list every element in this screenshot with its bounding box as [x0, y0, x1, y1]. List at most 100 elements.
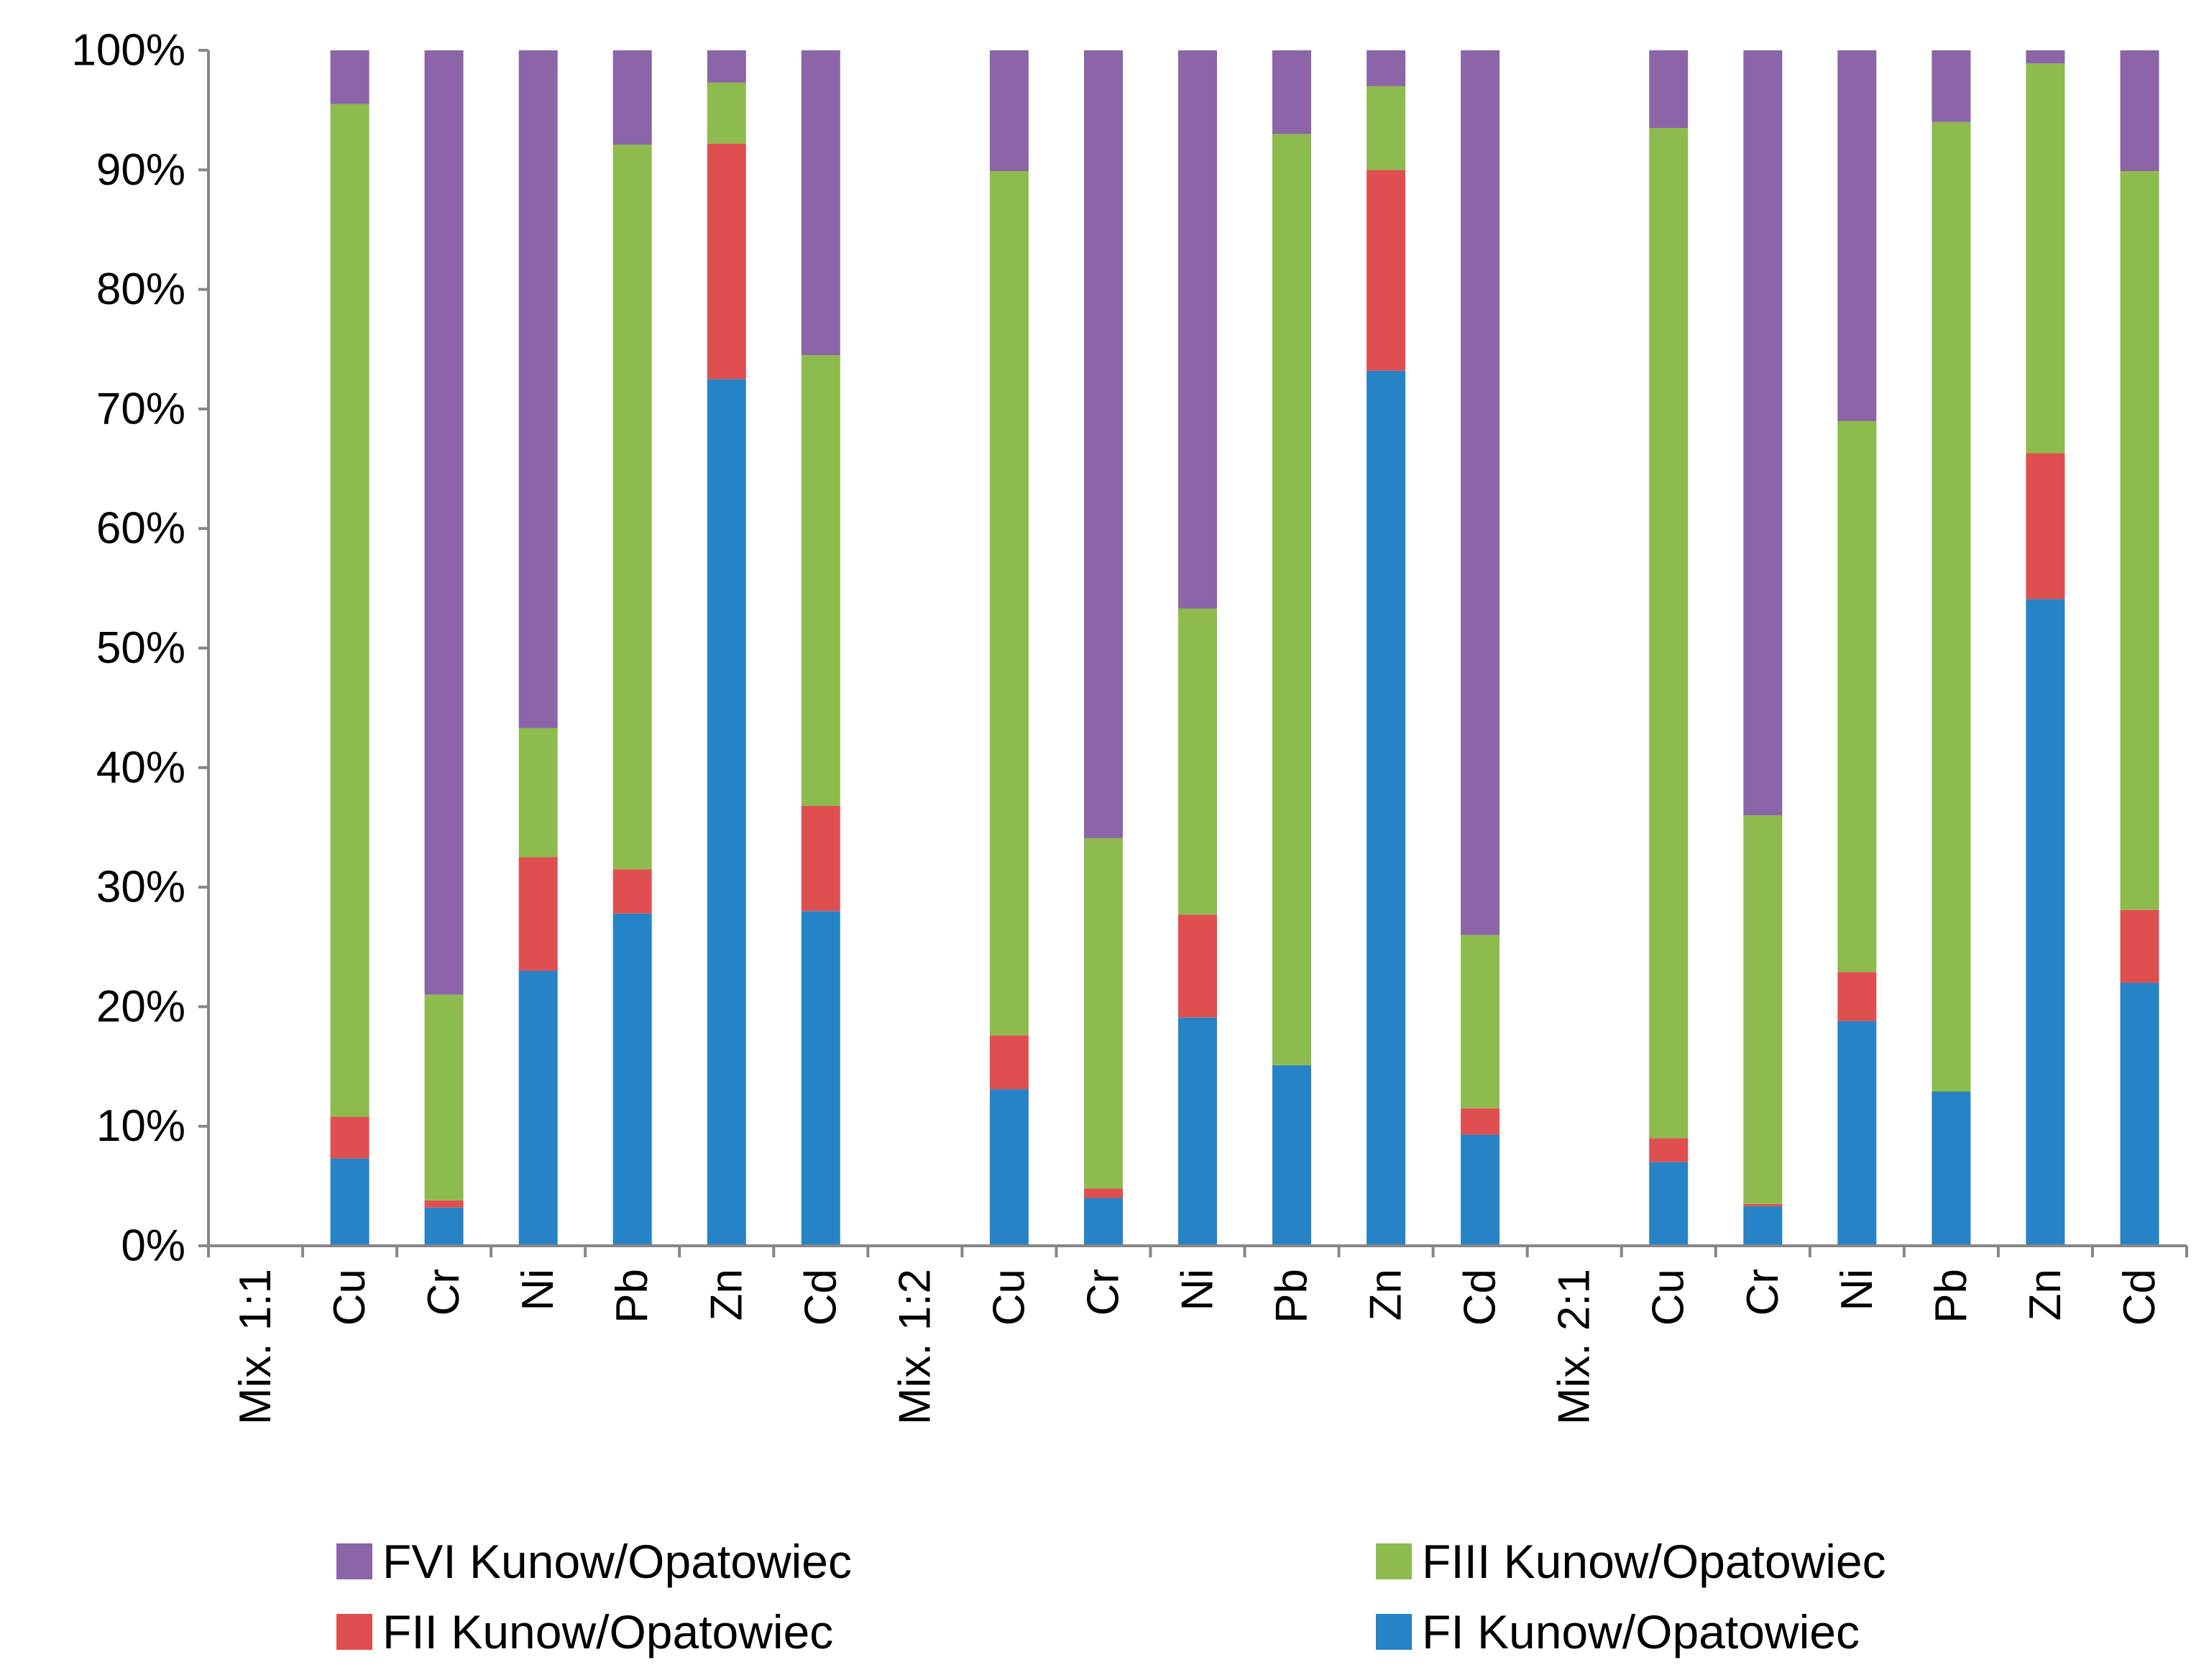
x-tick-label: Ni	[1173, 1269, 1223, 1311]
bars-layer	[330, 50, 2159, 1247]
legend-label-fiii: FIII Kunow/Opatowiec	[1422, 1535, 1886, 1588]
bar-segment-fi-19	[2026, 599, 2065, 1246]
axes-layer	[198, 49, 2188, 1257]
x-tick-labels: Mix. 1:1 Cu Cr Ni Pb Zn Cd Mix. 1:2 Cu Cr Ni Pb Zn Cd…	[231, 1269, 2164, 1425]
bar-segment-fvi-6	[801, 50, 840, 356]
x-tick-label: Pb	[607, 1269, 657, 1323]
x-tick-label: Zn	[702, 1269, 751, 1321]
bar-segment-fiii-2	[424, 994, 464, 1201]
legend-swatch-fii	[336, 1614, 372, 1650]
legend-swatch-fvi	[336, 1543, 372, 1579]
x-tick-label: Cr	[1738, 1269, 1788, 1316]
x-tick-label: Ni	[1832, 1269, 1882, 1311]
x-tick-label: Zn	[1361, 1269, 1411, 1321]
bar-segment-fii-6	[801, 806, 840, 912]
legend-swatch-fiii	[1376, 1543, 1412, 1579]
legend-label-fvi: FVI Kunow/Opatowiec	[382, 1535, 852, 1588]
bar-segment-fiii-11	[1272, 134, 1311, 1065]
bar-segment-fiii-19	[2026, 63, 2065, 454]
bar-segment-fvi-2	[424, 50, 464, 995]
bar-segment-fiii-20	[2120, 171, 2159, 910]
bar-segment-fvi-4	[612, 50, 652, 145]
x-tick-label: Cu	[984, 1269, 1034, 1326]
x-tick-label: Ni	[513, 1269, 563, 1311]
bar-segment-fvi-3	[518, 50, 558, 728]
bar-segment-fi-10	[1178, 1017, 1217, 1246]
legend-label-fii: FII Kunow/Opatowiec	[382, 1605, 833, 1658]
bar-segment-fvi-16	[1743, 50, 1783, 816]
bar-segment-fii-17	[1837, 972, 1877, 1022]
y-tick-label: 30%	[96, 863, 185, 912]
bar-segment-fi-5	[707, 379, 746, 1246]
y-tick-label: 50%	[96, 623, 185, 673]
bar-segment-fiii-4	[612, 144, 652, 870]
bar-segment-fvi-11	[1272, 50, 1311, 134]
bar-segment-fiii-5	[707, 82, 746, 144]
legend-swatch-fi	[1376, 1614, 1412, 1650]
bar-segment-fii-19	[2026, 453, 2065, 600]
bar-segment-fii-12	[1367, 170, 1406, 371]
bar-segment-fiii-16	[1743, 815, 1783, 1204]
bar-segment-fi-20	[2120, 983, 2159, 1246]
legend-label-fi: FI Kunow/Opatowiec	[1422, 1605, 1860, 1658]
x-tick-label: Cd	[796, 1269, 845, 1326]
bar-segment-fvi-19	[2026, 50, 2065, 64]
bar-segment-fii-13	[1461, 1108, 1500, 1135]
bar-segment-fiii-3	[518, 727, 558, 858]
bar-segment-fvi-10	[1178, 50, 1217, 609]
bar-segment-fii-1	[330, 1116, 369, 1159]
bar-segment-fvi-18	[1932, 50, 1971, 122]
bar-segment-fvi-12	[1367, 50, 1406, 86]
y-tick-labels: 0% 10% 20% 30% 40% 50% 60% 70% 80% 90% 100%	[71, 26, 185, 1271]
x-tick-label: Pb	[1926, 1269, 1976, 1323]
y-tick-label: 0%	[121, 1221, 185, 1271]
y-tick-label: 80%	[96, 265, 185, 314]
bar-segment-fvi-8	[989, 50, 1029, 171]
y-tick-label: 90%	[96, 145, 185, 195]
bar-segment-fii-16	[1743, 1203, 1783, 1207]
bar-segment-fii-2	[424, 1200, 464, 1208]
bar-segment-fvi-20	[2120, 50, 2159, 171]
bar-segment-fvi-1	[330, 50, 369, 104]
y-tick-label: 60%	[96, 504, 185, 554]
bar-segment-fiii-8	[989, 171, 1029, 1036]
bar-segment-fvi-9	[1084, 50, 1123, 838]
bar-segment-fii-5	[707, 143, 746, 380]
y-tick-label: 40%	[96, 743, 185, 792]
y-tick-label: 20%	[96, 982, 185, 1032]
bar-segment-fi-2	[424, 1207, 464, 1246]
bar-segment-fi-13	[1461, 1134, 1500, 1246]
bar-segment-fvi-15	[1649, 50, 1689, 129]
bar-segment-fiii-17	[1837, 421, 1877, 973]
bar-segment-fi-9	[1084, 1198, 1123, 1246]
y-tick-label: 100%	[71, 26, 185, 75]
bar-segment-fii-4	[612, 869, 652, 914]
bar-segment-fi-8	[989, 1089, 1029, 1246]
y-tick-label: 10%	[96, 1101, 185, 1151]
bar-segment-fvi-13	[1461, 50, 1500, 935]
bar-segment-fvi-5	[707, 50, 746, 83]
x-tick-label: Pb	[1267, 1269, 1317, 1323]
x-tick-label: Cr	[1078, 1269, 1128, 1316]
bar-segment-fi-4	[612, 913, 652, 1246]
bar-segment-fii-8	[989, 1035, 1029, 1090]
bar-segment-fvi-17	[1837, 50, 1877, 421]
bar-segment-fi-11	[1272, 1065, 1311, 1246]
bar-segment-fi-15	[1649, 1162, 1689, 1246]
x-tick-label: Mix. 2:1	[1550, 1269, 1599, 1425]
bar-segment-fi-16	[1743, 1206, 1783, 1246]
bar-segment-fi-6	[801, 911, 840, 1246]
bar-segment-fii-3	[518, 857, 558, 971]
x-tick-label: Cd	[1456, 1269, 1505, 1326]
bar-segment-fii-20	[2120, 909, 2159, 983]
bar-segment-fiii-6	[801, 355, 840, 807]
x-tick-label: Cd	[2115, 1269, 2164, 1326]
bar-segment-fi-1	[330, 1158, 369, 1246]
x-tick-label: Mix. 1:1	[231, 1269, 280, 1425]
bar-segment-fi-17	[1837, 1021, 1877, 1246]
legend: FVI Kunow/Opatowiec FIII Kunow/Opatowiec F…	[336, 1535, 1886, 1658]
y-tick-label: 70%	[96, 384, 185, 433]
bar-segment-fiii-10	[1178, 608, 1217, 915]
bar-segment-fii-10	[1178, 914, 1217, 1018]
